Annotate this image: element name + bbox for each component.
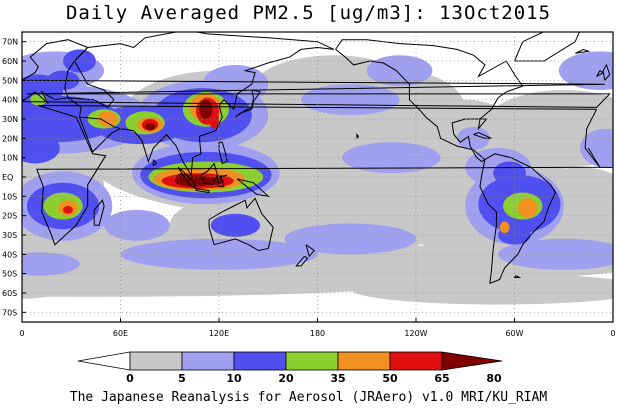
coastline — [596, 70, 605, 77]
lon-tick-label: 0 — [19, 329, 24, 338]
pm-level-50 — [517, 198, 538, 218]
coastline — [36, 105, 601, 246]
pm-level-10 — [22, 252, 80, 276]
pm-level-20 — [22, 132, 60, 164]
coastline — [177, 166, 198, 190]
longitude-axis: 0 60E 120E 180 120W 60W 0 — [19, 318, 616, 338]
pm-level-50 — [499, 221, 510, 234]
latitude-axis: 70N 60N 50N 40N 30N 20N 10N EQ 10S 20S 30S 40S 50S 60… — [2, 38, 26, 317]
colorbar-label: 10 — [226, 372, 242, 385]
pm-level-10 — [342, 142, 441, 174]
coastline — [473, 131, 492, 139]
lat-tick-label: 20S — [2, 212, 17, 221]
pm-level-10 — [366, 55, 433, 87]
lon-tick-label: 60E — [113, 329, 128, 338]
lat-tick-label: 40N — [2, 96, 18, 105]
pm-level-65 — [63, 206, 73, 214]
pm-level-20 — [210, 213, 261, 237]
colorbar-label: 80 — [486, 372, 502, 385]
colorbar-bin — [181, 351, 235, 371]
coastline — [587, 147, 613, 168]
lat-tick-label: 50S — [2, 270, 17, 279]
lat-tick-label: 30S — [2, 231, 17, 240]
colorbar-bin — [441, 351, 503, 371]
colorbar-label: 35 — [330, 372, 345, 385]
lon-tick-label: 60W — [505, 329, 523, 338]
colorbar-bin — [233, 351, 287, 371]
colorbar-bin — [77, 351, 131, 371]
pm-level-80 — [207, 177, 224, 185]
coastline — [305, 244, 315, 258]
coastline — [235, 89, 261, 118]
coastline — [479, 153, 557, 285]
colorbar-bin — [389, 351, 443, 371]
colorbar-label: 5 — [178, 372, 186, 385]
coastline — [208, 197, 274, 252]
pm-level-20 — [63, 49, 96, 73]
lat-tick-label: 60N — [2, 57, 18, 66]
lon-tick-label: 180 — [310, 329, 325, 338]
coastline — [356, 133, 360, 139]
footer-credit: The Japanese Reanalysis for Aerosol (JRA… — [69, 390, 548, 405]
pm-level-80 — [145, 122, 155, 131]
pm-level-10 — [457, 126, 490, 150]
coastline — [67, 32, 335, 177]
pm-level-80 — [199, 99, 213, 120]
lon-tick-label: 120W — [404, 329, 427, 338]
coastline — [513, 275, 522, 278]
pm-level-10 — [104, 209, 170, 241]
coastline — [200, 162, 218, 186]
coastline — [295, 255, 309, 267]
colorbar-label: 65 — [434, 372, 449, 385]
coastline — [602, 63, 611, 81]
coastline — [152, 159, 158, 167]
pm-level-20 — [493, 161, 526, 185]
pm-level-5 — [22, 267, 72, 299]
lat-tick-label: 40S — [2, 250, 17, 259]
lat-tick-label: 60S — [2, 289, 17, 298]
coastline — [195, 188, 210, 194]
lat-tick-label: 30N — [2, 115, 18, 124]
lat-tick-label: 70N — [2, 38, 18, 47]
lat-tick-label: 50N — [2, 76, 18, 85]
lon-tick-label: 120E — [209, 329, 229, 338]
colorbar-bin — [337, 351, 391, 371]
pm-level-10 — [284, 223, 416, 255]
lon-tick-label: 0 — [610, 329, 615, 338]
pm-level-50 — [97, 111, 118, 127]
colorbar-label: 20 — [278, 372, 294, 385]
coastline — [216, 174, 228, 188]
colorbar-label: 50 — [382, 372, 398, 385]
lat-tick-label: 10S — [2, 192, 17, 201]
coastline — [93, 199, 105, 226]
coastline — [236, 178, 270, 198]
coastline — [79, 116, 121, 130]
lat-tick-label: 20N — [2, 134, 18, 143]
pm-level-10 — [580, 128, 613, 168]
pm-level-20 — [22, 95, 121, 143]
coastline — [335, 39, 524, 163]
colorbar-label: 0 — [126, 372, 134, 385]
pm-level-10 — [558, 51, 613, 90]
pm-level-10 — [498, 238, 613, 270]
colorbar-bin — [129, 351, 183, 371]
graticule — [22, 32, 613, 322]
map-title: Daily Averaged PM2.5 [ug/m3]: 13Oct2015 — [65, 2, 552, 24]
lat-tick-label: 70S — [2, 308, 17, 317]
coastline — [218, 141, 228, 165]
colorbar: 0 5 10 20 35 50 65 80 — [77, 351, 503, 385]
colorbar-bin — [285, 351, 339, 371]
lat-tick-label: EQ — [2, 173, 13, 182]
coastline — [574, 48, 591, 54]
lat-tick-label: 10N — [2, 154, 18, 163]
